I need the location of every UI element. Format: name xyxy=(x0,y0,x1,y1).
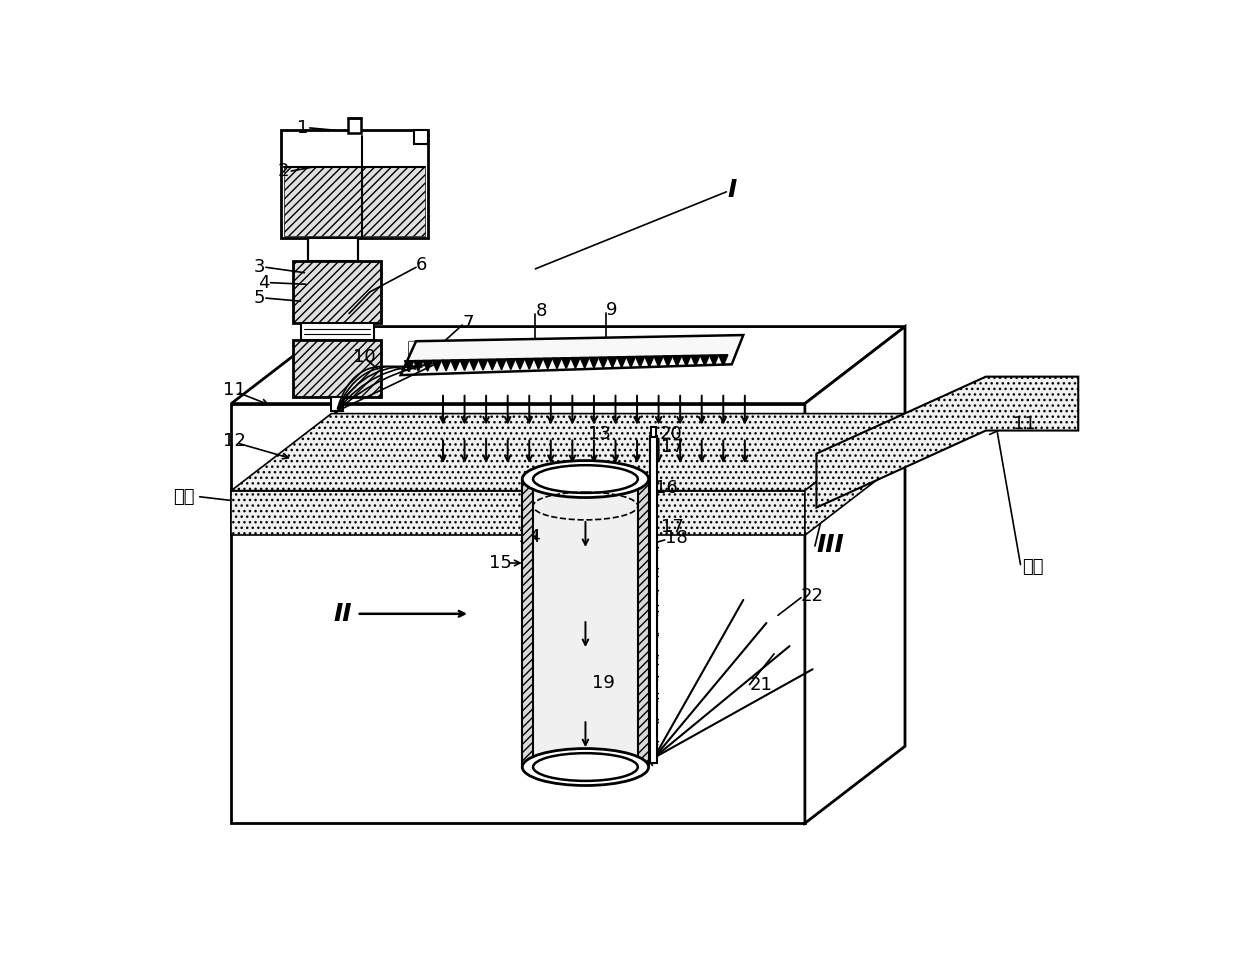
Polygon shape xyxy=(534,358,543,369)
Polygon shape xyxy=(635,356,645,367)
Polygon shape xyxy=(231,404,805,823)
Text: 22: 22 xyxy=(801,587,825,605)
Text: 19: 19 xyxy=(591,674,615,692)
Ellipse shape xyxy=(533,465,637,493)
Text: 9: 9 xyxy=(606,301,618,320)
Polygon shape xyxy=(497,359,506,369)
Text: 3: 3 xyxy=(253,258,265,277)
Text: 6: 6 xyxy=(417,256,428,274)
Polygon shape xyxy=(552,358,562,368)
Polygon shape xyxy=(580,357,589,368)
Ellipse shape xyxy=(533,753,637,781)
Bar xyxy=(300,323,373,340)
Polygon shape xyxy=(525,359,534,369)
Polygon shape xyxy=(522,479,533,767)
Polygon shape xyxy=(653,356,663,367)
Polygon shape xyxy=(645,356,653,367)
Text: 17: 17 xyxy=(661,518,683,536)
Polygon shape xyxy=(231,326,905,404)
Text: II: II xyxy=(334,602,352,626)
Polygon shape xyxy=(626,357,635,367)
Polygon shape xyxy=(805,413,905,535)
Text: 8: 8 xyxy=(536,302,547,321)
Text: 11: 11 xyxy=(1013,415,1035,434)
Polygon shape xyxy=(231,413,905,491)
Bar xyxy=(284,167,425,235)
Polygon shape xyxy=(543,358,552,368)
Text: 13: 13 xyxy=(588,426,610,443)
Polygon shape xyxy=(608,357,618,367)
Polygon shape xyxy=(672,356,682,367)
Polygon shape xyxy=(460,360,469,370)
Polygon shape xyxy=(816,377,1079,507)
Polygon shape xyxy=(570,358,580,368)
Text: 16: 16 xyxy=(655,479,677,498)
Text: 17: 17 xyxy=(661,438,683,456)
Polygon shape xyxy=(433,360,441,371)
Text: III: III xyxy=(816,532,844,557)
Text: 20: 20 xyxy=(660,426,682,443)
Polygon shape xyxy=(562,358,570,368)
Polygon shape xyxy=(487,359,497,370)
Bar xyxy=(650,436,657,763)
Polygon shape xyxy=(589,357,599,368)
Text: 2: 2 xyxy=(278,162,289,180)
Text: 18: 18 xyxy=(665,529,687,547)
Text: 1: 1 xyxy=(296,119,308,137)
Ellipse shape xyxy=(522,748,649,786)
Ellipse shape xyxy=(522,460,649,498)
Polygon shape xyxy=(701,355,709,366)
Polygon shape xyxy=(479,359,487,370)
Text: I: I xyxy=(728,178,737,202)
Polygon shape xyxy=(469,360,479,370)
Text: 地面: 地面 xyxy=(1022,558,1044,576)
Polygon shape xyxy=(691,355,701,367)
Polygon shape xyxy=(663,356,672,367)
Polygon shape xyxy=(506,359,516,369)
Bar xyxy=(651,427,656,437)
Polygon shape xyxy=(618,357,626,367)
Polygon shape xyxy=(709,355,719,366)
Polygon shape xyxy=(682,355,691,367)
Polygon shape xyxy=(719,355,728,366)
Text: 14: 14 xyxy=(517,528,541,545)
Text: 4: 4 xyxy=(258,274,270,292)
Bar xyxy=(293,340,382,397)
Bar xyxy=(309,238,358,261)
Polygon shape xyxy=(423,361,433,371)
Text: 12: 12 xyxy=(223,432,246,450)
Polygon shape xyxy=(805,326,905,823)
Text: 5: 5 xyxy=(253,289,265,307)
Polygon shape xyxy=(599,357,608,367)
Text: 10: 10 xyxy=(353,348,376,367)
Polygon shape xyxy=(401,335,743,375)
Bar xyxy=(293,261,382,323)
Text: 15: 15 xyxy=(490,554,512,572)
Polygon shape xyxy=(637,479,649,767)
Polygon shape xyxy=(404,361,414,371)
Bar xyxy=(281,130,428,238)
Polygon shape xyxy=(414,361,423,371)
Text: 7: 7 xyxy=(463,314,474,332)
Polygon shape xyxy=(441,360,450,370)
Text: 11: 11 xyxy=(223,381,246,399)
Bar xyxy=(348,118,361,133)
Text: 地面: 地面 xyxy=(174,488,195,505)
Bar xyxy=(414,130,428,145)
Polygon shape xyxy=(450,360,460,370)
Text: 21: 21 xyxy=(749,676,773,694)
Bar xyxy=(331,397,343,412)
Polygon shape xyxy=(231,491,805,535)
Polygon shape xyxy=(516,359,525,369)
Polygon shape xyxy=(533,479,637,767)
